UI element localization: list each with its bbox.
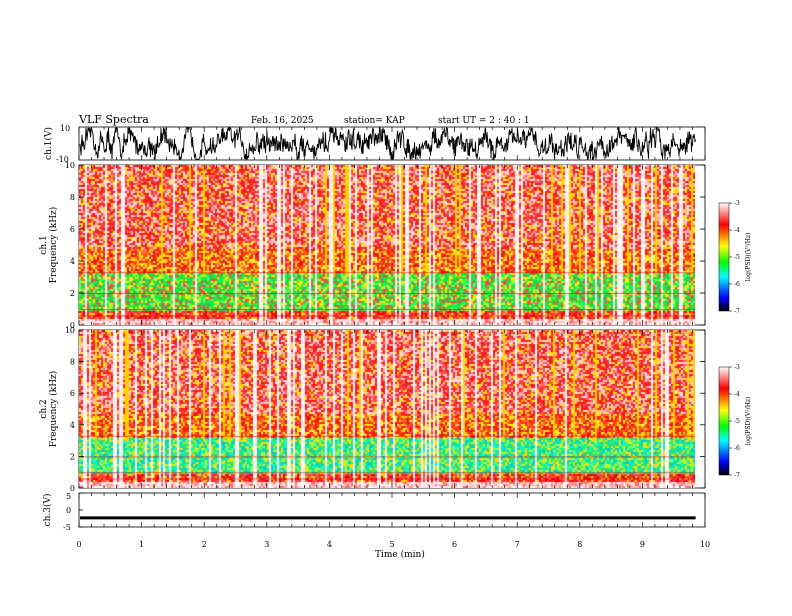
freq-tick-label: 4	[70, 257, 75, 266]
freq-tick-label: 2	[70, 289, 75, 298]
colorbar-tick-label: -4	[734, 391, 740, 398]
time-axis: 0 1 2 3 4 5 6 7 8 9 10	[76, 127, 710, 549]
freq-tick-label: 8	[70, 193, 75, 202]
figure-title: VLF Spectra	[78, 113, 149, 126]
ch3-ytick-mid: 0	[66, 506, 71, 515]
time-tick-label: 5	[389, 540, 394, 549]
freq-tick-label: 0	[70, 484, 75, 493]
freq-tick-label: 6	[70, 389, 75, 398]
ch3-voltage-panel: 5 0 -5 ch.3(V)	[42, 492, 706, 532]
ch1-spectrogram-ylabel-channel: ch.1	[39, 235, 49, 254]
time-tick-label: 8	[577, 540, 582, 549]
ch2-colorbar-label: log(PSD)(V²/Hz)	[745, 397, 752, 446]
ch1-ytick-bottom: -10	[56, 155, 69, 164]
colorbar-tick-label: -3	[734, 364, 740, 371]
ch2-spectrogram-ylabel-freq: Frequency (kHz)	[48, 371, 59, 448]
ch1-ytick-top: 10	[60, 124, 70, 133]
colorbar-tick-label: -5	[734, 254, 740, 261]
ch1-waveform-line	[79, 126, 696, 161]
freq-tick-label: 4	[70, 421, 75, 430]
freq-tick-label: 10	[65, 326, 75, 335]
colorbar-tick-label: -7	[734, 472, 740, 479]
colorbar-tick-label: -5	[734, 418, 740, 425]
time-tick-label: 0	[76, 540, 81, 549]
header-start-ut: start UT = 2 : 40 : 1	[438, 116, 530, 126]
time-tick-label: 6	[452, 540, 457, 549]
ch2-spectrogram-heatmap	[79, 330, 695, 488]
freq-tick-label: 6	[70, 225, 75, 234]
time-tick-label: 2	[202, 540, 207, 549]
time-tick-label: 3	[264, 540, 269, 549]
freq-tick-label: 8	[70, 358, 75, 367]
ch2-colorbar: -7 -6 -5 -4 -3 log(PSD)(V²/Hz)	[718, 364, 752, 479]
ch3-ytick-bottom: -5	[63, 523, 71, 532]
header-date: Feb. 16, 2025	[251, 116, 314, 126]
ch1-spectrogram-panel: 0 2 4 6 8 10 ch.1 Frequency (kHz)	[39, 161, 706, 330]
ch1-spectrogram-heatmap	[79, 165, 695, 325]
ch2-spectrogram-axis: 0 2 4 6 8 10	[65, 326, 705, 493]
time-tick-label: 10	[700, 540, 710, 549]
time-tick-label: 4	[327, 540, 332, 549]
colorbar-tick-label: -6	[734, 445, 740, 452]
ch3-ylabel: ch.3(V)	[42, 494, 53, 527]
freq-tick-label: 0	[70, 321, 75, 330]
ch3-ytick-top: 5	[66, 492, 71, 501]
ch1-waveform-panel: 10 -10 ch.1(V)	[43, 124, 706, 164]
ch3-axis	[79, 492, 83, 528]
time-tick-label: 7	[515, 540, 520, 549]
ch1-colorbar: -7 -6 -5 -4 -3 log(PSD)(V²/Hz)	[718, 200, 752, 315]
ch1-colorbar-label: log(PSD)(V²/Hz)	[745, 233, 752, 282]
ch1-spectrogram-axis: 0 2 4 6 8 10	[65, 161, 705, 330]
ch2-spectrogram-ylabel-channel: ch.2	[39, 399, 49, 418]
freq-tick-label: 2	[70, 452, 75, 461]
header-station: station= KAP	[344, 116, 405, 126]
colorbar-tick-label: -6	[734, 281, 740, 288]
ch1-spectrogram-ylabel-freq: Frequency (kHz)	[48, 207, 59, 284]
time-axis-label: Time (min)	[375, 549, 425, 560]
freq-tick-label: 10	[65, 161, 75, 170]
colorbar-tick-label: -7	[734, 308, 740, 315]
time-tick-label: 9	[640, 540, 645, 549]
ch2-spectrogram-panel: 0 2 4 6 8 10 ch.2 Frequency (kHz)	[39, 326, 706, 493]
time-tick-label: 1	[139, 540, 144, 549]
colorbar-tick-label: -3	[734, 200, 740, 207]
ch1-waveform-ylabel: ch.1(V)	[43, 127, 54, 160]
colorbar-tick-label: -4	[734, 227, 740, 234]
